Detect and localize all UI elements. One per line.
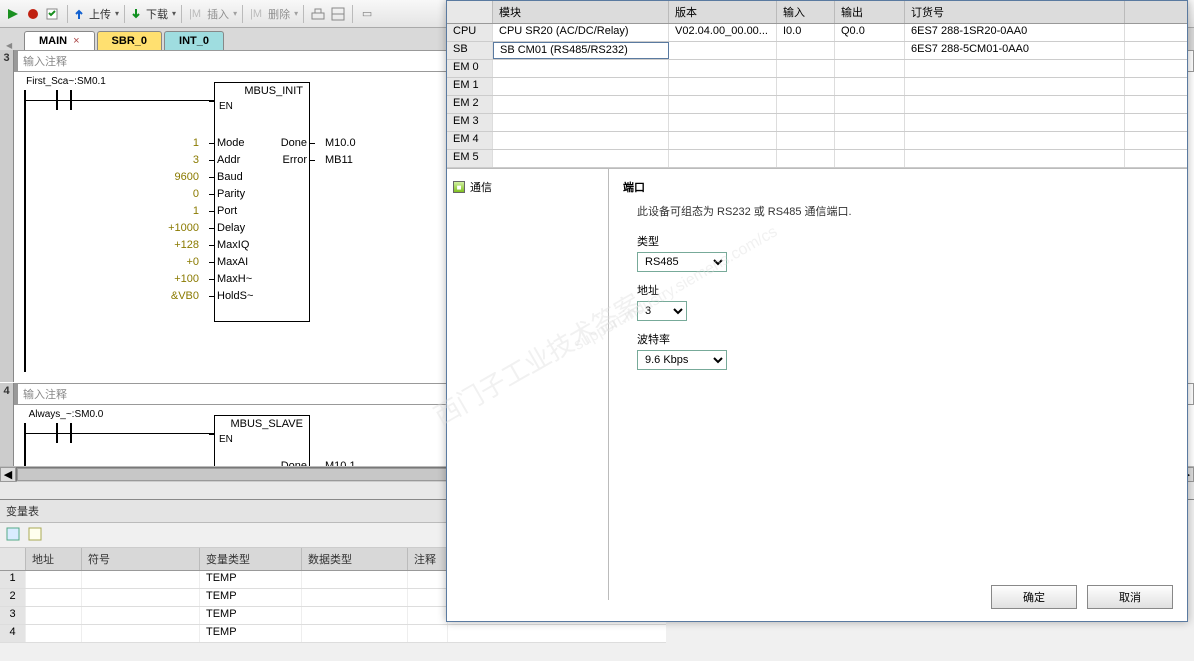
compile-icon[interactable] (44, 5, 62, 23)
addr-select[interactable]: 3 (637, 301, 687, 321)
en-pin: EN (219, 434, 233, 445)
module-row[interactable]: EM 2 (447, 96, 1187, 114)
form-description: 此设备可组态为 RS232 或 RS485 通信端口. (637, 203, 1173, 219)
type-label: 类型 (637, 233, 1173, 249)
tree-label-comm: 通信 (470, 179, 492, 195)
baud-select[interactable]: 9.6 Kbps (637, 350, 727, 370)
block-title: MBUS_INIT (215, 83, 309, 99)
port-config-form: 端口 此设备可组态为 RS232 或 RS485 通信端口. 类型 RS485 … (609, 169, 1187, 600)
tool1-icon[interactable] (309, 5, 327, 23)
table-row[interactable]: 4TEMP (0, 625, 666, 643)
contact[interactable]: First_Sca~:SM0.1 (46, 90, 82, 110)
en-pin: EN (219, 101, 233, 112)
cancel-button[interactable]: 取消 (1087, 585, 1173, 609)
run-icon[interactable] (4, 5, 22, 23)
var-tool1-icon[interactable] (6, 527, 22, 543)
tool3-icon[interactable]: ▭ (358, 5, 376, 23)
module-row[interactable]: EM 4 (447, 132, 1187, 150)
delete-button[interactable]: |M 删除▾ (248, 6, 298, 22)
system-block-dialog: 模块 版本 输入 输出 订货号 CPUCPU SR20 (AC/DC/Relay… (446, 0, 1188, 622)
tab-int_0[interactable]: INT_0 (164, 31, 224, 50)
download-button[interactable]: 下载▾ (130, 6, 176, 22)
module-table: 模块 版本 输入 输出 订货号 CPUCPU SR20 (AC/DC/Relay… (447, 1, 1187, 168)
tree-item-comm[interactable]: ■ 通信 (453, 177, 602, 197)
module-row[interactable]: SBSB CM01 (RS485/RS232)6ES7 288-5CM01-0A… (447, 42, 1187, 60)
contact-label: First_Sca~:SM0.1 (16, 76, 116, 87)
contact-label: Always_~:SM0.0 (16, 409, 116, 420)
type-select[interactable]: RS485 (637, 252, 727, 272)
tab-main[interactable]: MAIN× (24, 31, 95, 50)
stop-icon[interactable] (24, 5, 42, 23)
module-row[interactable]: CPUCPU SR20 (AC/DC/Relay)V02.04.00_00.00… (447, 24, 1187, 42)
form-section-title: 端口 (623, 179, 1173, 195)
tool2-icon[interactable] (329, 5, 347, 23)
contact[interactable]: Always_~:SM0.0 (46, 423, 82, 443)
network-number: 3 (0, 50, 14, 382)
ok-button[interactable]: 确定 (991, 585, 1077, 609)
checkbox-icon: ■ (453, 181, 465, 193)
close-icon[interactable]: × (73, 35, 79, 47)
addr-label: 地址 (637, 282, 1173, 298)
upload-button[interactable]: 上传▾ (73, 6, 119, 22)
tab-sbr_0[interactable]: SBR_0 (97, 31, 162, 50)
function-block[interactable]: MBUS_INITEN1Mode3Addr9600Baud0Parity1Por… (214, 82, 310, 322)
var-tool2-icon[interactable] (28, 527, 44, 543)
insert-button[interactable]: |M 插入▾ (187, 6, 237, 22)
baud-label: 波特率 (637, 331, 1173, 347)
module-row[interactable]: EM 1 (447, 78, 1187, 96)
block-title: MBUS_SLAVE (215, 416, 309, 432)
module-row[interactable]: EM 5 (447, 150, 1187, 168)
config-tree[interactable]: ■ 通信 (447, 169, 609, 600)
module-row[interactable]: EM 0 (447, 60, 1187, 78)
module-row[interactable]: EM 3 (447, 114, 1187, 132)
